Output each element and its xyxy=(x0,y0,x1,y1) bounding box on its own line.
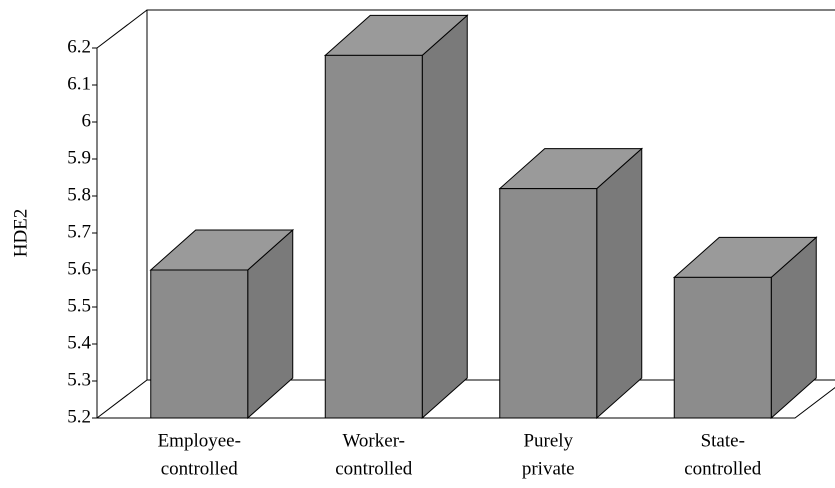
y-tick-label: 5.8 xyxy=(67,184,91,205)
x-tick-label: Employee- xyxy=(158,430,241,451)
x-tick-label: controlled xyxy=(161,458,239,479)
y-tick-label: 6.1 xyxy=(67,73,91,94)
y-tick-label: 6 xyxy=(82,110,92,131)
y-tick-label: 5.5 xyxy=(67,295,91,316)
bar-front xyxy=(324,54,423,419)
bar xyxy=(498,147,644,420)
y-tick-label: 6.2 xyxy=(67,36,91,57)
bar-side xyxy=(421,14,468,420)
bar xyxy=(672,236,818,420)
y-tick-label: 5.9 xyxy=(67,147,91,168)
x-tick-label: State- xyxy=(701,430,745,451)
x-tick-label: Worker- xyxy=(343,430,405,451)
y-tick-label: 5.3 xyxy=(67,369,91,390)
x-tick-label: controlled xyxy=(684,458,762,479)
axis-diagonal xyxy=(96,9,148,49)
x-tick-label: Purely xyxy=(523,430,573,451)
bar xyxy=(323,14,469,420)
y-tick-label: 5.2 xyxy=(67,406,91,427)
x-tick-label: controlled xyxy=(335,458,413,479)
bar-side xyxy=(596,147,643,420)
bar xyxy=(149,228,295,420)
bar-front xyxy=(499,188,598,419)
bar-front xyxy=(673,276,772,419)
y-tick-label: 5.7 xyxy=(67,221,91,242)
y-axis-label: HDE2 xyxy=(10,209,31,258)
y-tick-label: 5.6 xyxy=(67,258,91,279)
x-tick-label: private xyxy=(522,458,575,479)
y-tick-label: 5.4 xyxy=(67,332,91,353)
bar-front xyxy=(150,269,249,419)
